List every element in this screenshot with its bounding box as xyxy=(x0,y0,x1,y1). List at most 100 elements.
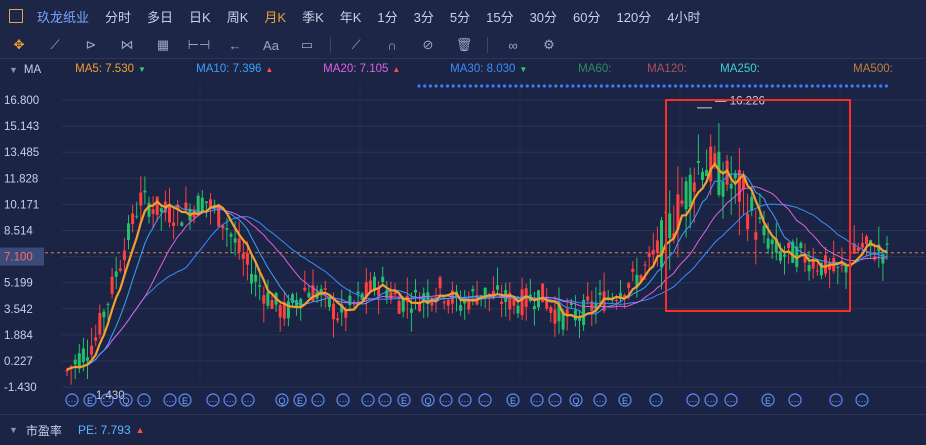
marker-dot xyxy=(468,84,472,88)
candle-body xyxy=(401,297,405,312)
candle-body xyxy=(729,183,733,189)
magnet-icon[interactable]: ∩ xyxy=(387,37,397,53)
event-marker[interactable]: ··· xyxy=(100,393,114,407)
candle-body xyxy=(77,353,81,369)
event-marker[interactable]: ··· xyxy=(704,393,718,407)
timeframe-tab[interactable]: 1分 xyxy=(377,9,398,25)
timeframe-tab[interactable]: 周K xyxy=(226,9,249,25)
event-marker[interactable]: ··· xyxy=(336,393,350,407)
ma-legend-item[interactable]: MA500: xyxy=(853,63,893,75)
event-marker[interactable]: E xyxy=(178,393,192,407)
collapse-icon[interactable]: ▼ xyxy=(9,425,18,435)
timeframe-tab[interactable]: 分时 xyxy=(105,9,132,25)
highlight-box xyxy=(665,99,851,312)
stock-name[interactable]: 玖龙纸业 xyxy=(37,9,90,25)
timeframe-tab[interactable]: 5分 xyxy=(449,9,471,25)
event-marker[interactable]: E xyxy=(618,393,632,407)
timeframe-tab[interactable]: 4小时 xyxy=(667,9,701,25)
event-marker[interactable]: ··· xyxy=(439,393,453,407)
event-marker[interactable]: Q xyxy=(119,393,133,407)
candle-body xyxy=(582,299,586,326)
candle-body xyxy=(442,301,446,304)
event-marker[interactable]: ··· xyxy=(163,393,177,407)
timeframe-tab[interactable]: 季K xyxy=(302,9,324,25)
event-marker[interactable]: ··· xyxy=(855,393,869,407)
ma-legend-item[interactable]: MA250: xyxy=(720,63,760,75)
candle-body xyxy=(586,296,590,301)
event-marker[interactable]: Q xyxy=(275,393,289,407)
ma-label[interactable]: MA xyxy=(23,64,42,76)
candle-body xyxy=(364,282,368,297)
image-tool-icon[interactable]: ▭ xyxy=(300,37,314,52)
crosshair-icon[interactable]: ✥ xyxy=(13,37,25,52)
event-marker[interactable]: ··· xyxy=(458,393,472,407)
event-marker[interactable]: ··· xyxy=(478,393,492,407)
event-marker[interactable]: ··· xyxy=(65,393,79,407)
ma-legend-item[interactable]: MA20: 7.105 ▲ xyxy=(323,63,400,75)
timeframe-tab[interactable]: 月K xyxy=(264,9,287,25)
marker-dot xyxy=(611,84,615,88)
timeframe-tab[interactable]: 多日 xyxy=(147,9,174,25)
wave-tool-icon[interactable]: ⋈ xyxy=(120,37,134,52)
event-marker[interactable]: ··· xyxy=(223,393,237,407)
event-marker[interactable]: ··· xyxy=(788,393,802,407)
event-marker[interactable]: ··· xyxy=(361,393,375,407)
event-marker[interactable]: ··· xyxy=(241,393,255,407)
menu-icon[interactable] xyxy=(9,9,23,23)
event-marker[interactable]: ··· xyxy=(530,393,544,407)
event-marker[interactable]: E xyxy=(293,393,307,407)
ma-legend-text: MA10: 7.396 xyxy=(196,63,262,75)
event-marker[interactable]: ··· xyxy=(311,393,325,407)
timeframe-tab[interactable]: 3分 xyxy=(413,9,434,25)
candlestick-chart[interactable]: 16.800 15.143 13.485 11.828 10.171 8.514 7.100… xyxy=(0,82,926,414)
event-marker[interactable]: Q xyxy=(421,393,435,407)
event-marker[interactable]: Q xyxy=(569,393,583,407)
timeframe-tab[interactable]: 15分 xyxy=(486,9,514,25)
event-marker[interactable]: ··· xyxy=(378,393,392,407)
channel-tool-icon[interactable]: ⊳ xyxy=(85,37,97,52)
ma-legend-item[interactable]: MA120: xyxy=(647,63,687,75)
event-marker[interactable]: ··· xyxy=(593,393,607,407)
event-marker[interactable]: E xyxy=(397,393,411,407)
delete-icon[interactable]: 🗑 xyxy=(455,37,473,52)
settings-icon[interactable]: ⚙ xyxy=(543,37,555,52)
event-marker[interactable]: ··· xyxy=(206,393,220,407)
timeframe-tab[interactable]: 120分 xyxy=(616,9,652,25)
ma-legend-item[interactable]: MA5: 7.530 ▼ xyxy=(75,63,146,75)
fib-tool-icon[interactable]: ▦ xyxy=(156,37,170,52)
arrow-tool-icon[interactable]: ← xyxy=(228,37,242,53)
link-icon[interactable]: ∞ xyxy=(508,37,518,53)
candle-body xyxy=(643,264,647,266)
event-marker-label: E xyxy=(297,396,303,406)
text-tool-icon[interactable]: Aa xyxy=(263,37,279,53)
timeframe-tab[interactable]: 30分 xyxy=(529,9,558,25)
hide-icon[interactable]: ⊘ xyxy=(422,37,434,52)
timeframe-tab[interactable]: 日K xyxy=(189,9,211,25)
event-marker[interactable]: ··· xyxy=(724,393,738,407)
range-tool-icon[interactable]: ⊢⊣ xyxy=(187,37,211,52)
candle-body xyxy=(307,292,311,298)
y-axis-label: 8.514 xyxy=(4,226,33,238)
event-marker[interactable]: E xyxy=(506,393,520,407)
event-marker[interactable]: ··· xyxy=(686,393,700,407)
marker-dot xyxy=(730,84,735,88)
timeframe-tab[interactable]: 60分 xyxy=(573,9,601,25)
event-marker[interactable]: E xyxy=(83,393,97,407)
ma-legend-item[interactable]: MA10: 7.396 ▲ xyxy=(196,63,273,75)
timeframe-tab[interactable]: 年K xyxy=(339,9,362,25)
ma-legend-item[interactable]: MA30: 8.030 ▼ xyxy=(450,63,527,75)
marker-dot xyxy=(417,84,421,88)
event-marker[interactable]: ··· xyxy=(649,393,663,407)
candle-body xyxy=(209,199,212,207)
marker-dot xyxy=(879,84,883,88)
ma-legend-item[interactable]: MA60: xyxy=(578,63,611,75)
marker-dot xyxy=(565,84,569,88)
event-marker[interactable]: ··· xyxy=(829,393,843,407)
ruler-icon[interactable]: ⟋ xyxy=(351,37,361,52)
line-tool-icon[interactable]: ⟋ xyxy=(50,37,60,52)
event-marker[interactable]: ··· xyxy=(137,393,151,407)
collapse-icon[interactable]: ▼ xyxy=(9,65,18,75)
event-marker-circle xyxy=(361,393,375,407)
event-marker[interactable]: E xyxy=(761,393,775,407)
event-marker[interactable]: ··· xyxy=(548,393,562,407)
